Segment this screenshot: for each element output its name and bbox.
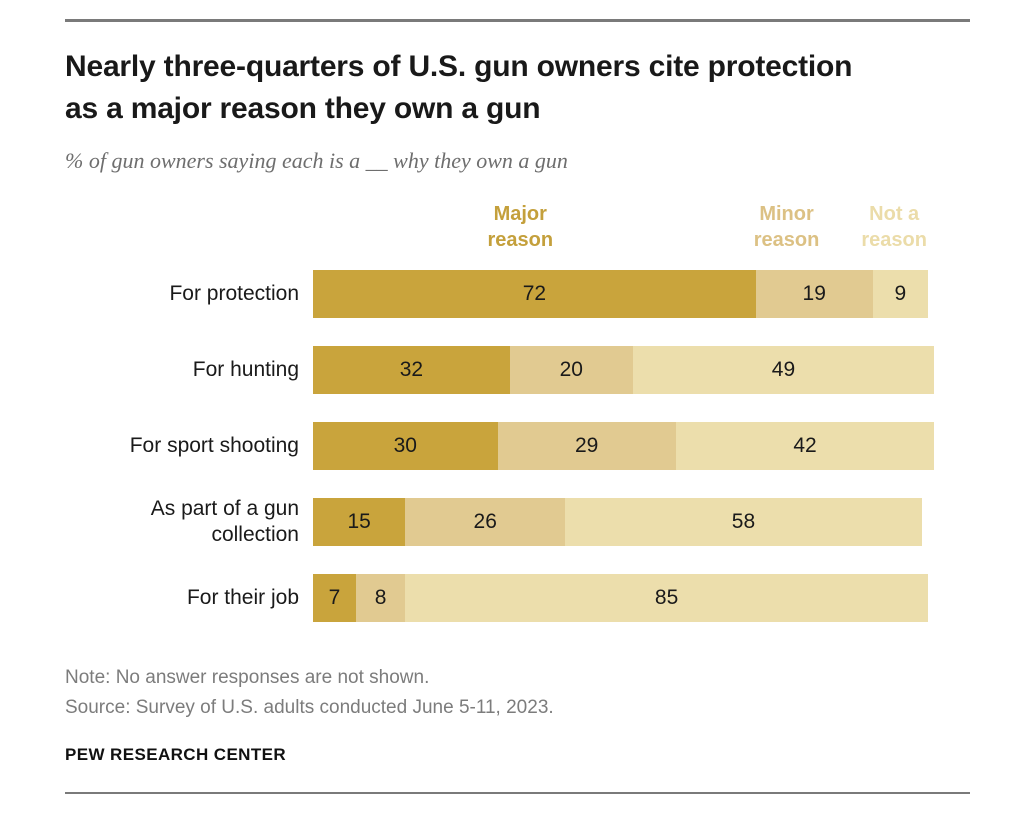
value-label: 72: [522, 282, 547, 305]
bar-segment-major-reason: 7: [313, 574, 357, 622]
value-label: 29: [574, 434, 599, 457]
stacked-bar: 7 8 85: [313, 574, 928, 622]
legend-item: Minor reason: [753, 203, 820, 251]
value-label: 42: [793, 434, 817, 457]
category-label: For sport shooting: [129, 434, 299, 457]
value-label: 8: [374, 586, 387, 609]
stacked-bar-chart: For protection 72 19 9 For hunting 32 20 49 …: [65, 270, 970, 622]
category-label: For hunting: [192, 358, 299, 381]
category-label: For protection: [169, 282, 299, 305]
chart-row: For protection 72 19 9: [65, 270, 970, 318]
brand-text: PEW RESEARCH CENTER: [65, 745, 287, 764]
chart-row: For hunting 32 20 49: [65, 346, 970, 394]
value-label: 30: [393, 434, 417, 457]
stacked-bar: 15 26 58: [313, 498, 928, 546]
footer: Note: No answer responses are not shown.…: [65, 663, 970, 765]
bar-segment-major-reason: 15: [313, 498, 406, 546]
stacked-bar: 32 20 49: [313, 346, 935, 394]
bar-segment-major-reason: 32: [313, 346, 510, 394]
chart-row: For sport shooting 30 29 42: [65, 422, 970, 470]
bar-segment-major-reason: 30: [313, 422, 498, 470]
value-label: 9: [894, 282, 907, 305]
note-text: Note: No answer responses are not shown.: [65, 667, 430, 688]
value-label: 58: [731, 510, 756, 533]
value-label: 85: [654, 586, 679, 609]
value-label: 15: [347, 510, 371, 533]
bar-segment-minor-reason: 8: [356, 574, 406, 622]
chart-row: For their job 7 8 85: [65, 574, 970, 622]
bar-segment-not-a-reason: 58: [565, 498, 922, 546]
bar-segment-major-reason: 72: [313, 270, 756, 318]
bar-segment-not-a-reason: 42: [675, 422, 935, 470]
category-label: For their job: [186, 586, 299, 609]
value-label: 19: [802, 282, 826, 305]
category-label: As part of a gun collection: [150, 497, 299, 546]
bar-segment-minor-reason: 19: [755, 270, 873, 318]
source-text: Source: Survey of U.S. adults conducted …: [65, 697, 554, 718]
chart-subtitle: % of gun owners saying each is a __ why …: [65, 148, 568, 173]
value-label: 26: [473, 510, 497, 533]
value-label: 7: [328, 586, 341, 609]
legend-item: Major reason: [487, 203, 554, 251]
legend-item: Not a reason: [861, 203, 927, 251]
bar-segment-minor-reason: 20: [509, 346, 633, 394]
bar-segment-minor-reason: 26: [405, 498, 566, 546]
top-rule: [65, 19, 970, 22]
stacked-bar: 72 19 9: [313, 270, 928, 318]
bar-segment-not-a-reason: 9: [872, 270, 928, 318]
value-label: 32: [399, 358, 424, 381]
bar-segment-minor-reason: 29: [497, 422, 676, 470]
bar-segment-not-a-reason: 85: [405, 574, 928, 622]
stacked-bar: 30 29 42: [313, 422, 935, 470]
bar-segment-not-a-reason: 49: [632, 346, 935, 394]
bottom-rule: [65, 792, 970, 794]
legend: Major reason Minor reason Not a reason: [313, 201, 928, 253]
value-label: 49: [771, 358, 796, 381]
chart-row: As part of a gun collection 15 26 58: [65, 497, 970, 546]
value-label: 20: [559, 358, 583, 381]
chart-title: Nearly three-quarters of U.S. gun owners…: [65, 50, 853, 125]
